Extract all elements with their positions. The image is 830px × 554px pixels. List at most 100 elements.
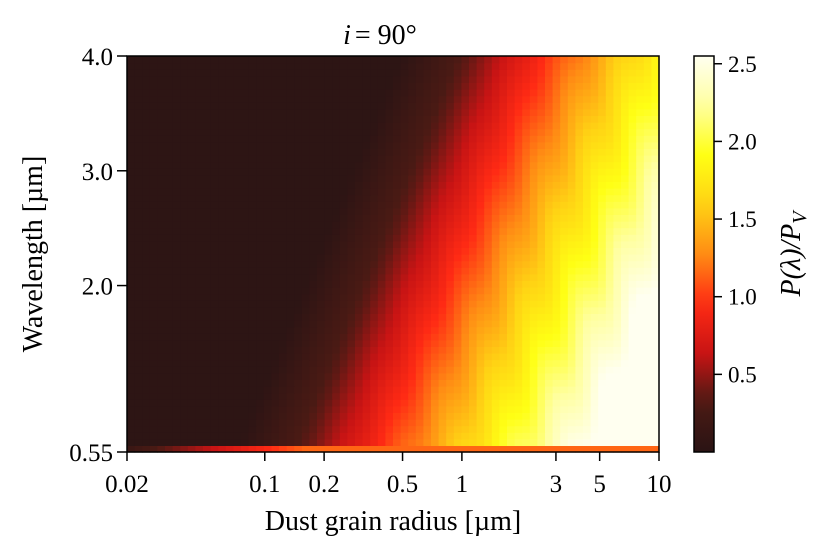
heatmap-cell	[165, 267, 174, 275]
heatmap-cell	[165, 386, 174, 394]
heatmap-cell	[241, 221, 250, 229]
heatmap-cell	[203, 135, 212, 143]
heatmap-cell	[195, 194, 204, 202]
heatmap-cell	[438, 227, 447, 235]
heatmap-cell	[187, 214, 196, 222]
heatmap-cell	[248, 89, 257, 97]
heatmap-cell	[317, 207, 326, 215]
heatmap-cell	[408, 194, 417, 202]
heatmap-cell	[309, 273, 318, 281]
heatmap-cell	[309, 346, 318, 354]
heatmap-cell	[157, 333, 166, 341]
heatmap-cell	[446, 108, 455, 116]
heatmap-cell	[636, 201, 645, 209]
heatmap-cell	[180, 69, 189, 77]
heatmap-cell	[453, 386, 462, 394]
heatmap-cell	[423, 353, 432, 361]
x-axis-label: Dust grain radius [µm]	[265, 506, 521, 537]
heatmap-cell	[233, 194, 242, 202]
heatmap-cell	[476, 280, 485, 288]
heatmap-cell	[157, 372, 166, 380]
heatmap-cell	[149, 353, 158, 361]
heatmap-cell	[423, 386, 432, 394]
heatmap-cell	[309, 62, 318, 70]
heatmap-cell	[279, 161, 288, 169]
heatmap-cell	[241, 280, 250, 288]
heatmap-cell	[636, 386, 645, 394]
heatmap-cell	[567, 174, 576, 182]
heatmap-cell	[233, 56, 242, 64]
heatmap-cell	[377, 122, 386, 130]
heatmap-cell	[195, 201, 204, 209]
heatmap-cell	[165, 108, 174, 116]
heatmap-cell	[377, 379, 386, 387]
heatmap-cell	[347, 227, 356, 235]
heatmap-cell	[522, 135, 531, 143]
heatmap-cell	[621, 280, 630, 288]
heatmap-cell	[248, 62, 257, 70]
heatmap-cell	[210, 425, 219, 433]
heatmap-cell	[423, 108, 432, 116]
heatmap-cell	[621, 320, 630, 328]
heatmap-cell	[127, 95, 136, 103]
heatmap-cell	[210, 188, 219, 196]
heatmap-cell	[499, 273, 508, 281]
heatmap-cell	[423, 372, 432, 380]
heatmap-cell	[621, 128, 630, 136]
heatmap-cell	[286, 392, 295, 400]
heatmap-cell	[377, 432, 386, 440]
heatmap-cell	[590, 419, 599, 427]
heatmap-cell	[567, 399, 576, 407]
heatmap-cell	[507, 227, 516, 235]
heatmap-cell	[499, 181, 508, 189]
heatmap-cell	[309, 425, 318, 433]
heatmap-cell	[134, 148, 143, 156]
heatmap-cell	[590, 339, 599, 347]
heatmap-cell	[499, 260, 508, 268]
heatmap-cell	[225, 108, 234, 116]
heatmap-cell	[408, 201, 417, 209]
heatmap-cell	[355, 273, 364, 281]
heatmap-cell	[621, 69, 630, 77]
heatmap-cell	[195, 207, 204, 215]
heatmap-cell	[415, 254, 424, 262]
heatmap-cell	[347, 234, 356, 242]
heatmap-cell	[446, 168, 455, 176]
heatmap-cell	[203, 399, 212, 407]
heatmap-cell	[203, 227, 212, 235]
heatmap-cell	[590, 95, 599, 103]
heatmap-cell	[134, 128, 143, 136]
heatmap-cell	[636, 247, 645, 255]
heatmap-cell	[347, 161, 356, 169]
heatmap-cell	[453, 359, 462, 367]
heatmap-cell	[537, 339, 546, 347]
heatmap-cell	[233, 148, 242, 156]
heatmap-cell	[149, 82, 158, 90]
heatmap-cell	[263, 339, 272, 347]
heatmap-cell	[514, 108, 523, 116]
heatmap-cell	[514, 82, 523, 90]
heatmap-cell	[248, 234, 257, 242]
heatmap-cell	[362, 438, 371, 446]
heatmap-cell	[507, 247, 516, 255]
heatmap-cell	[499, 227, 508, 235]
heatmap-cell	[294, 267, 303, 275]
heatmap-cell	[203, 108, 212, 116]
heatmap-cell	[476, 141, 485, 149]
heatmap-cell	[362, 353, 371, 361]
heatmap-cell	[393, 155, 402, 163]
heatmap-cell	[187, 366, 196, 374]
heatmap-cell	[636, 432, 645, 440]
heatmap-cell	[628, 207, 637, 215]
heatmap-cell	[271, 438, 280, 446]
heatmap-cell	[286, 161, 295, 169]
heatmap-cell	[377, 339, 386, 347]
heatmap-cell	[362, 62, 371, 70]
heatmap-cell	[552, 227, 561, 235]
heatmap-cell	[507, 405, 516, 413]
heatmap-cell	[636, 102, 645, 110]
heatmap-cell	[225, 102, 234, 110]
heatmap-cell	[294, 445, 303, 453]
heatmap-cell	[560, 102, 569, 110]
heatmap-cell	[362, 339, 371, 347]
